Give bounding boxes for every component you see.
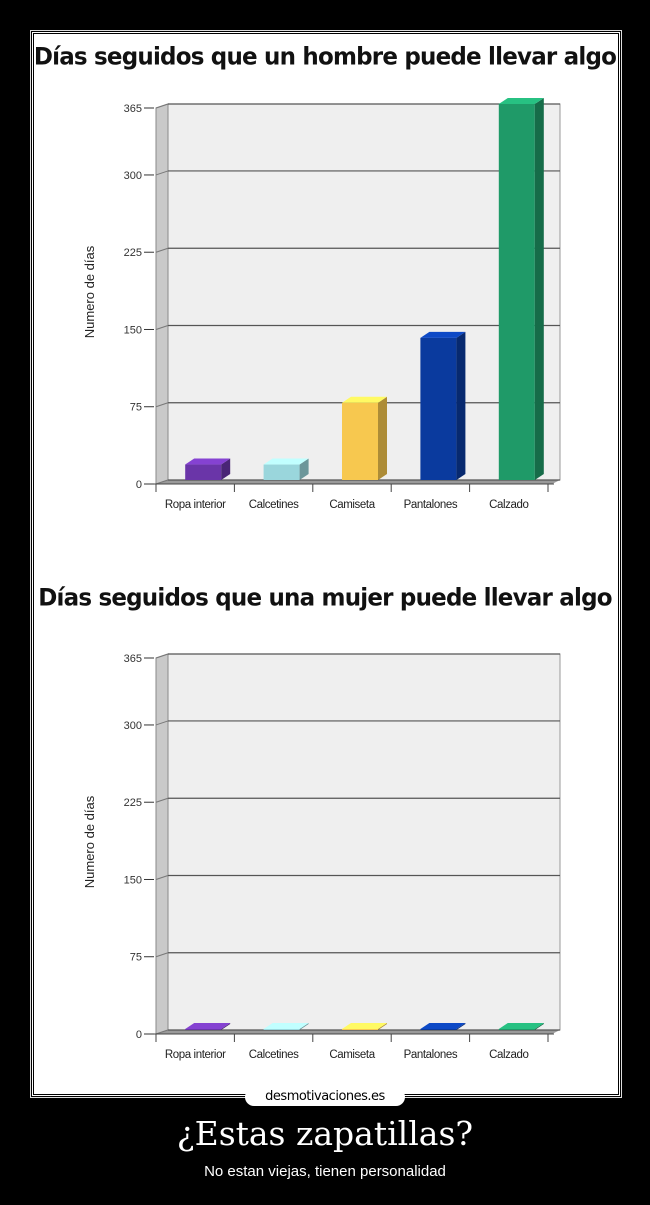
gridline-side <box>155 797 169 803</box>
bar-top <box>263 1022 309 1029</box>
y-tick-label: 75 <box>130 402 142 414</box>
chart-men: 0 75 150 225 300 365 Numero de días Ropa interi… <box>82 98 561 511</box>
bar <box>498 98 544 480</box>
y-tick-label: 365 <box>124 103 142 115</box>
x-tick-label: Calcetines <box>249 1049 299 1061</box>
bar <box>185 1022 231 1030</box>
gridline-side <box>155 170 169 176</box>
x-tick-label: Calcetines <box>249 499 299 511</box>
gridline-side <box>155 952 169 958</box>
gridline-side <box>155 325 169 330</box>
bar-top <box>263 458 309 465</box>
bar-top <box>185 1022 231 1029</box>
watermark-text: desmotivaciones.es <box>245 1088 405 1106</box>
bar-top <box>185 458 231 465</box>
y-tick-label: 300 <box>124 170 142 182</box>
y-tick-label: 0 <box>136 479 142 491</box>
bar-top <box>342 1022 387 1029</box>
y-tick-label: 75 <box>130 952 142 964</box>
plot-floor <box>156 1030 560 1034</box>
gridline-side <box>155 103 169 109</box>
bar-front <box>263 1028 300 1030</box>
y-tick-label: 0 <box>136 1029 142 1041</box>
bar-side <box>221 1022 231 1030</box>
bar <box>263 458 309 480</box>
bar-front <box>498 1028 535 1030</box>
x-tick-label: Camiseta <box>329 499 375 511</box>
y-tick-label: 150 <box>124 874 142 886</box>
y-tick-label: 225 <box>124 797 142 809</box>
chart-title-women: Días seguidos que una mujer puede llevar… <box>38 584 612 612</box>
x-tick-label: Calzado <box>489 1049 528 1061</box>
bar <box>420 1022 466 1030</box>
gridline-side <box>155 875 169 880</box>
bar <box>342 396 387 480</box>
x-tick-label: Ropa interior <box>165 1049 226 1061</box>
y-axis-label: Numero de días <box>82 795 97 888</box>
bar-side <box>456 331 466 480</box>
y-axis-label: Numero de días <box>82 245 97 338</box>
bar-side <box>221 458 231 480</box>
y-tick-label: 300 <box>124 720 142 732</box>
bar-top <box>498 98 544 104</box>
gridline-side <box>155 247 169 253</box>
bar-front <box>263 464 300 480</box>
gridline-side <box>155 479 169 485</box>
bar-top <box>420 331 466 338</box>
bar-front <box>342 402 378 480</box>
bar-front <box>498 104 535 480</box>
bar-side <box>534 1022 544 1030</box>
plot-side-wall <box>155 653 169 1035</box>
x-tick-label: Ropa interior <box>165 499 226 511</box>
y-tick-label: 365 <box>124 653 142 665</box>
plot-side-wall <box>155 103 169 485</box>
bar-front <box>185 464 222 480</box>
bar-front <box>420 1028 457 1030</box>
bar <box>263 1022 309 1030</box>
chart-women: 0 75 150 225 300 365 Numero de días Ropa interi… <box>82 653 561 1061</box>
gridline-side <box>155 653 169 659</box>
bar-side <box>299 1022 309 1030</box>
bar-side <box>456 1022 466 1030</box>
bar-top <box>420 1022 466 1029</box>
plot-background <box>167 653 561 1031</box>
bar-side <box>299 458 309 480</box>
gridline-side <box>155 1029 169 1035</box>
bar-front <box>185 1028 222 1030</box>
watermark-badge: desmotivaciones.es <box>245 1088 405 1106</box>
bar-front <box>342 1028 378 1030</box>
bar-side <box>378 396 387 480</box>
bar-side <box>378 1022 387 1030</box>
bar-front <box>420 337 457 480</box>
bar <box>185 458 231 480</box>
caption-title: ¿Estas zapatillas? <box>176 1114 474 1153</box>
chart-title-men: Días seguidos que un hombre puede llevar… <box>33 43 617 71</box>
gridline-side <box>155 402 169 408</box>
x-tick-label: Pantalones <box>404 1049 458 1061</box>
bar <box>342 1022 387 1030</box>
y-tick-label: 225 <box>124 247 142 259</box>
bar <box>420 331 466 480</box>
y-tick-label: 150 <box>124 324 142 336</box>
bar-side <box>534 98 544 480</box>
x-tick-label: Pantalones <box>404 499 458 511</box>
caption-subtitle: No estan viejas, tienen personalidad <box>204 1163 446 1180</box>
x-tick-label: Calzado <box>489 499 528 511</box>
bar <box>498 1022 544 1030</box>
bar-top <box>498 1022 544 1029</box>
bar-top <box>342 396 387 403</box>
gridline-side <box>155 720 169 726</box>
plot-floor <box>156 480 560 484</box>
x-tick-label: Camiseta <box>329 1049 375 1061</box>
